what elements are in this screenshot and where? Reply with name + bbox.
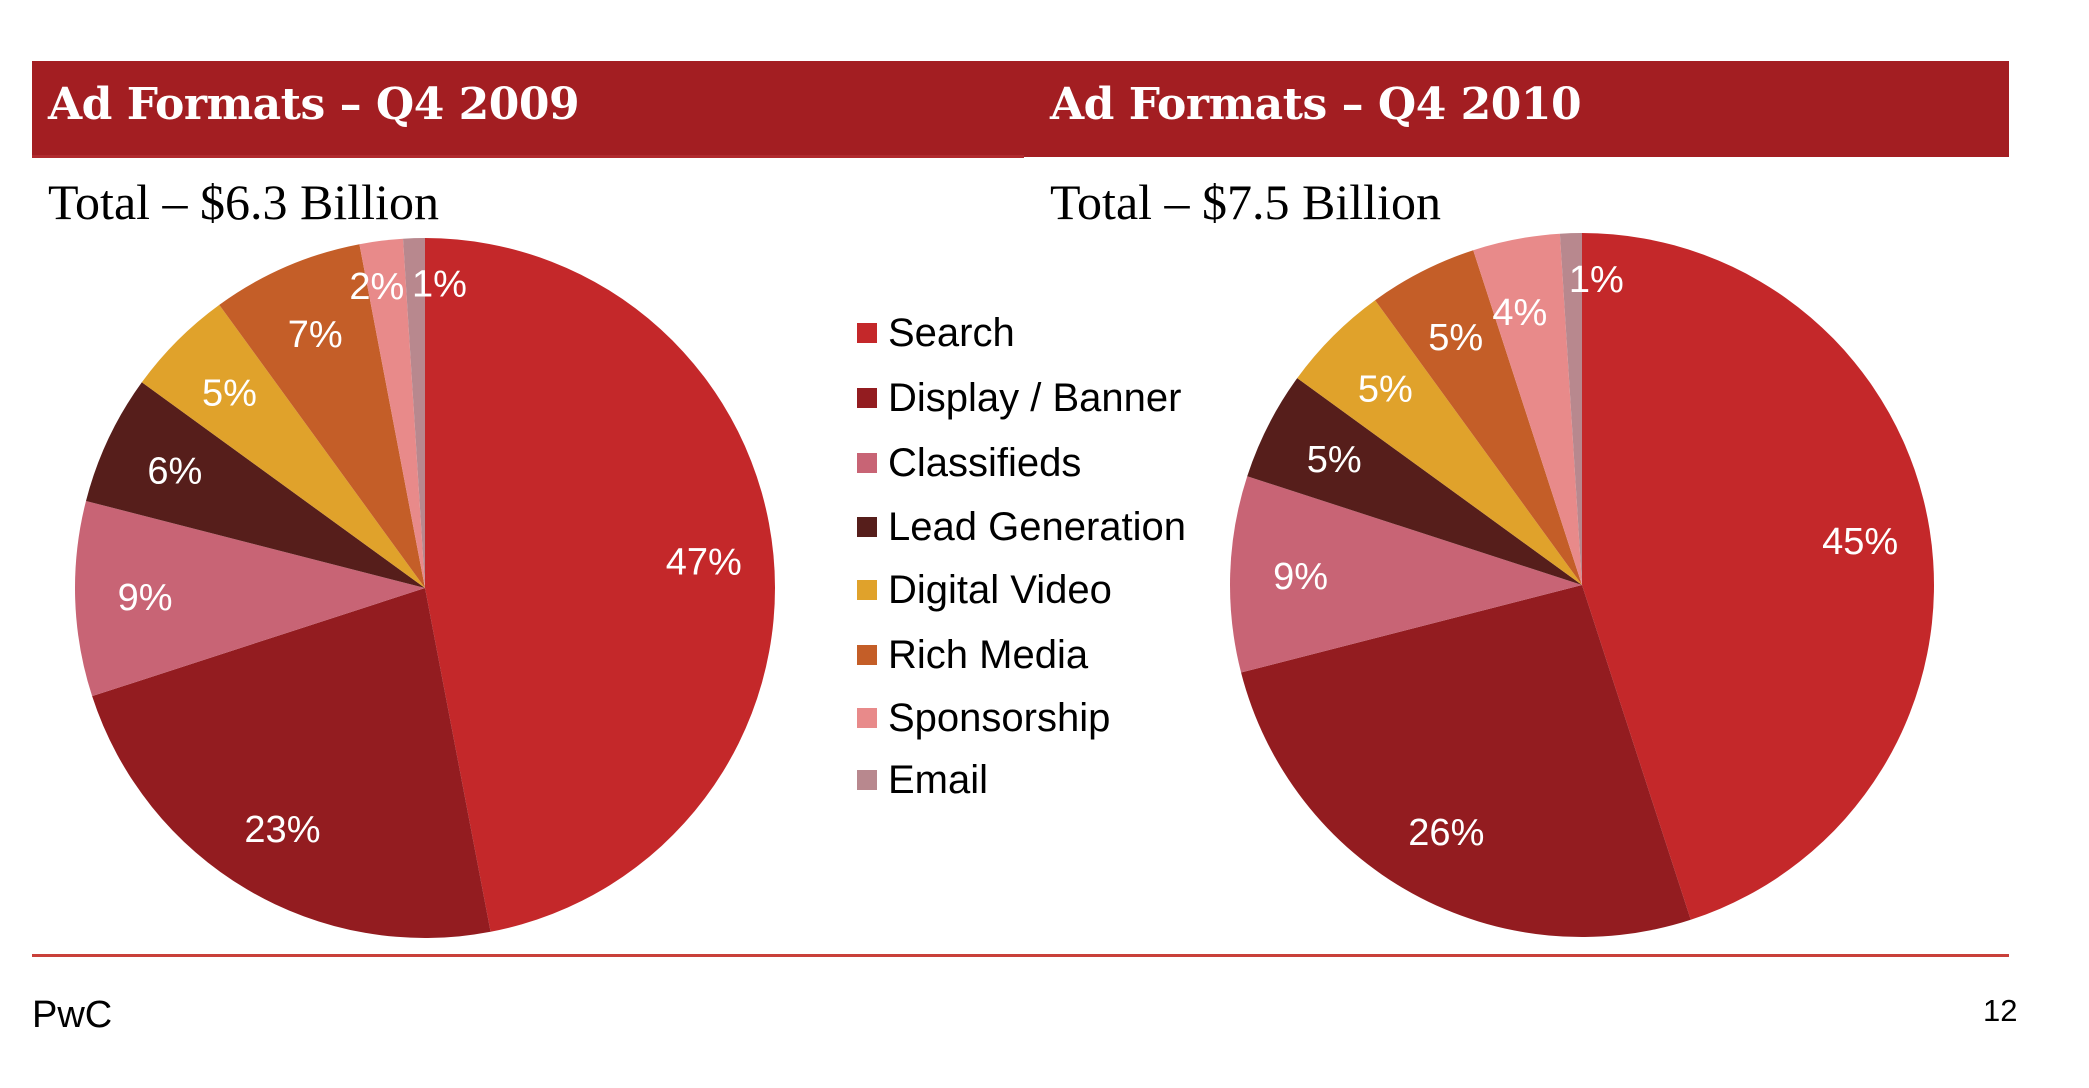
pie-slice-lead-generation [1247,378,1582,585]
legend-item-lead-generation: Lead Generation [857,502,1186,552]
legend-item-digital-video: Digital Video [857,565,1112,615]
pie-slice-sponsorship [1473,233,1582,586]
legend-item-classifieds: Classifieds [857,438,1081,488]
legend-label: Lead Generation [888,504,1187,549]
chart-subtitle-2010: Total – $7.5 Billion [1050,174,1441,230]
page-number: 12 [1983,993,2018,1028]
legend-swatch-digital-video [857,580,877,600]
data-label: 9% [118,577,173,619]
legend-label: Email [888,757,989,802]
pie-slice-classifieds [75,500,425,697]
data-label: 26% [1408,812,1484,854]
data-label: 5% [1428,317,1483,359]
legend-label: Search [888,310,1015,355]
pie-slice-display-banner [92,588,491,938]
footer-divider [32,954,2009,957]
pie-chart-2009: 47% 23% 9% 6%5% 7%2% 1% [75,238,775,938]
legend-item-display-banner: Display / Banner [857,373,1181,423]
data-label: 5% [1307,439,1362,481]
header-band [32,61,2009,157]
data-label: 23% [244,809,320,851]
pie-slice-email [1559,233,1582,585]
data-label: 2% [349,266,404,308]
data-label: 45% [1822,521,1898,563]
legend-label: Display / Banner [888,375,1182,420]
legend-label: Rich Media [888,632,1089,677]
pie-slice-digital-video [1297,300,1582,585]
legend-label: Digital Video [888,567,1112,612]
footer-brand: PwC [32,994,113,1036]
legend-swatch-search [857,323,877,343]
data-label: 1% [1569,259,1624,301]
legend-swatch-rich-media [857,645,877,665]
chart-subtitle-2009: Total – $6.3 Billion [48,174,439,230]
data-label: 6% [147,450,202,492]
pie-slice-email [403,238,425,588]
chart-title-2010: Ad Formats – Q4 2010 [1050,79,1582,130]
legend-label: Sponsorship [888,695,1111,740]
data-label: 4% [1492,292,1547,334]
legend-item-email: Email [857,755,988,805]
legend-swatch-email [857,770,877,790]
data-label: 5% [202,372,257,414]
pie-slice-rich-media [1375,250,1582,586]
pie-slice-display-banner [1241,585,1691,938]
data-label: 9% [1273,556,1328,598]
legend-item-sponsorship: Sponsorship [857,693,1110,743]
data-label: 5% [1358,368,1413,410]
legend-swatch-display-banner [857,388,877,408]
pie-slice-digital-video [141,304,425,588]
pie-slice-rich-media [219,244,425,588]
data-label: 1% [412,264,467,306]
data-label: 47% [666,542,742,584]
legend-swatch-classifieds [857,453,877,473]
pie-chart-2010: 45%26%9%5%5%5%4%1% [1230,233,1935,938]
legend-item-rich-media: Rich Media [857,630,1088,680]
legend-swatch-lead-generation [857,517,877,537]
pie-slice-classifieds [1230,476,1582,673]
chart-title-2009: Ad Formats – Q4 2009 [48,79,580,130]
data-label: 7% [288,314,343,356]
legend-swatch-sponsorship [857,708,877,728]
legend-label: Classifieds [888,440,1082,485]
pie-slice-search [425,238,775,932]
pie-slice-search [1582,233,1935,920]
pie-slice-sponsorship [359,238,425,588]
legend-item-search: Search [857,308,1015,358]
pie-slice-lead-generation [85,382,425,588]
header-band-edge [32,155,1024,158]
